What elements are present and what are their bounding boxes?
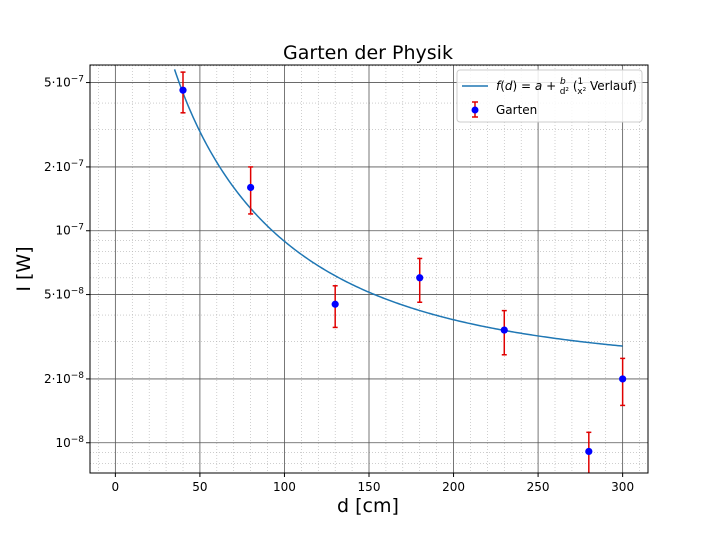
x-axis-label: d [cm] <box>337 495 399 517</box>
x-tick-label: 300 <box>611 480 634 494</box>
data-points-group <box>179 71 627 473</box>
x-tick-label: 0 <box>112 480 120 494</box>
data-point <box>247 183 255 192</box>
x-tick-label: 50 <box>192 480 207 494</box>
legend-label-garten: Garten <box>496 103 537 117</box>
data-point <box>500 326 508 334</box>
chart-title: Garten der Physik <box>283 42 453 64</box>
x-tick-label: 250 <box>527 480 550 494</box>
x-tick-label: 100 <box>273 480 296 494</box>
y-tick-label: 2·10−7 <box>44 159 84 174</box>
y-tick-label: 10−8 <box>55 435 84 450</box>
y-tick-label: 2·10−8 <box>44 371 84 386</box>
data-point <box>416 274 424 282</box>
legend: f(d) = a + b d² (1 x² Verlauf) Garten <box>456 69 643 123</box>
x-axis-ticks: 0 50 100 150 200 250 300 <box>112 473 634 494</box>
data-point <box>179 86 187 94</box>
data-point <box>331 300 339 308</box>
x-tick-label: 150 <box>358 480 381 494</box>
data-point <box>619 375 627 383</box>
fit-curve-group <box>173 69 623 347</box>
fit-curve-line <box>173 69 623 347</box>
y-tick-label: 5·10−8 <box>44 287 84 302</box>
legend-marker-swatch <box>471 106 479 114</box>
data-point <box>585 447 593 456</box>
legend-box <box>456 69 643 123</box>
legend-label-fit: f(d) = a + b d² (1 x² Verlauf) <box>496 77 637 97</box>
y-axis-ticks: 5·10−7 2·10−7 10−7 5·10−8 2·10−8 10−8 <box>44 75 90 450</box>
y-tick-label: 5·10−7 <box>44 75 84 90</box>
x-tick-label: 200 <box>442 480 465 494</box>
y-axis-label: I [W] <box>13 246 35 291</box>
y-tick-label: 10−7 <box>55 223 84 238</box>
